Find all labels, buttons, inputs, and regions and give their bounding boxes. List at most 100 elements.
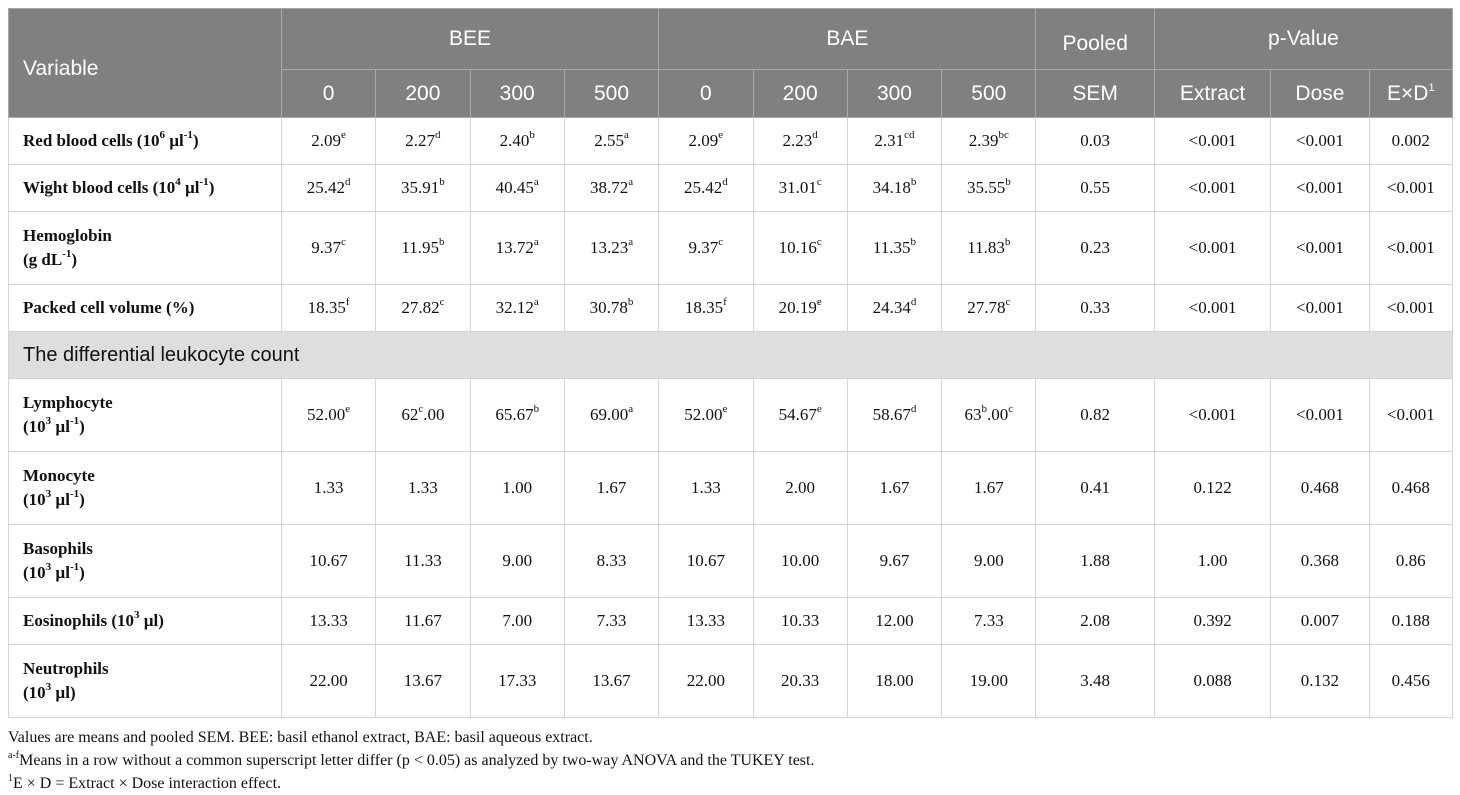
value-cell: 13.33 — [280, 597, 377, 645]
significance-letter: b — [1004, 236, 1011, 249]
value: 7.33 — [596, 611, 627, 630]
table-row: Red blood cells (106 µl-1) 2.09e 2.27d 2.40… — [8, 117, 1454, 165]
value: 13.23 — [589, 238, 629, 257]
value: 1.67 — [596, 478, 627, 497]
value-cell: 20.33 — [752, 644, 848, 718]
significance-letter: f — [723, 296, 727, 309]
table-header: Variable BEE BAE Pooled p-Value 0 200 30… — [8, 8, 1454, 118]
label-line2-end: ) — [71, 250, 78, 269]
significance-letter: a — [533, 296, 539, 309]
label-text: Neutrophils — [23, 659, 109, 678]
value: 2.09 — [688, 131, 719, 150]
table-row: Wight blood cells (104 µl-1) 25.42d 35.91b… — [8, 164, 1454, 212]
dose-cell: <0.001 — [1270, 164, 1370, 212]
value: 30.78 — [589, 298, 628, 317]
table-row: Packed cell volume (%) 18.35f 27.82c 32.12a… — [8, 284, 1454, 332]
label-text: Hemoglobin — [23, 226, 112, 245]
value-cell: 11.67 — [375, 597, 471, 645]
value-cell: 19.00 — [941, 644, 1037, 718]
dose-header: 500 — [941, 69, 1037, 118]
value: 35.91 — [401, 178, 440, 197]
significance-letter: a — [628, 236, 634, 249]
value-cell: 18.00 — [846, 644, 943, 718]
extract-cell: <0.001 — [1153, 117, 1272, 165]
value: 11.95 — [401, 238, 439, 257]
value: 10.67 — [309, 551, 348, 570]
value-cell: 12.00 — [846, 597, 943, 645]
significance-letter: c — [718, 236, 724, 249]
label-line2-sup: 3 — [45, 681, 52, 694]
label-text: Monocyte — [23, 466, 95, 485]
value-cell: 7.33 — [941, 597, 1037, 645]
significance-letter: f — [345, 296, 350, 309]
extract-cell: <0.001 — [1153, 284, 1272, 332]
value-cell: 18.35f — [658, 284, 754, 332]
value: 13.67 — [403, 671, 443, 690]
value-cell: 54.67e — [752, 378, 848, 452]
value-cell: 40.45a — [469, 164, 565, 212]
table-row: Basophils (103 µl-1) 10.67 11.33 9.00 8.33 10.… — [8, 524, 1454, 598]
significance-letter: b — [910, 236, 917, 249]
label-line2-end: ) — [79, 563, 85, 582]
value-cell: 9.37c — [280, 211, 377, 285]
label-end: ) — [208, 178, 215, 197]
bae-header: BAE — [658, 8, 1037, 70]
value-cell: 9.67 — [846, 524, 943, 598]
value-cell: 1.33 — [280, 451, 377, 525]
value: 27.78 — [967, 298, 1006, 317]
sem-cell: 0.03 — [1035, 117, 1155, 165]
label-line2: (10 — [23, 490, 46, 509]
dose-header: 200 — [752, 69, 848, 118]
significance-letter: a — [533, 176, 539, 189]
significance-letter: d — [344, 176, 351, 189]
label-text: Wight blood cells (10 — [23, 178, 176, 197]
dose-cell: <0.001 — [1270, 117, 1370, 165]
value-cell: 52.00e — [280, 378, 377, 452]
value: 25.42 — [683, 178, 723, 197]
label-line2-sup: 3 — [45, 415, 52, 428]
label-line2: (g dL — [23, 250, 63, 269]
variable-header: Variable — [8, 8, 282, 118]
dose-pvalue-header: Dose — [1270, 69, 1370, 118]
significance-letter: d — [910, 403, 917, 416]
significance-letter: b — [627, 296, 634, 309]
footnote-3-text: E × D = Extract × Dose interaction effec… — [13, 775, 282, 792]
significance-letter: a — [533, 236, 539, 249]
value: 9.37 — [311, 238, 341, 257]
label-line2: (10 — [23, 683, 46, 702]
row-label: Eosinophils (103 µl) — [8, 597, 282, 645]
value: 1.67 — [879, 478, 910, 497]
value: 7.00 — [502, 611, 533, 630]
label-sup: 6 — [159, 129, 165, 142]
value-cell: 62c.00 — [375, 378, 471, 452]
value-cell: 13.72a — [469, 211, 565, 285]
value: 13.33 — [309, 611, 348, 630]
extract-cell: <0.001 — [1153, 378, 1272, 452]
significance-letter: e — [345, 403, 351, 416]
value: 11.33 — [404, 551, 442, 570]
value: 65.67 — [495, 405, 534, 424]
bee-header: BEE — [280, 8, 660, 70]
value: 24.34 — [872, 298, 911, 317]
sem-cell: 1.88 — [1035, 524, 1155, 598]
value-cell: 38.72a — [563, 164, 660, 212]
value: 13.72 — [495, 238, 534, 257]
significance-letter: a — [623, 129, 629, 142]
significance-letter: e — [816, 296, 822, 309]
significance-letter: c — [341, 236, 346, 249]
value: 34.18 — [872, 178, 911, 197]
value-cell: 2.40b — [469, 117, 565, 165]
label-sup: 4 — [175, 176, 181, 189]
label-line2-unit: µl — [51, 490, 70, 509]
value-cell: 65.67b — [469, 378, 565, 452]
value-cell: 34.18b — [846, 164, 943, 212]
value: 13.33 — [686, 611, 725, 630]
table-footnotes: Values are means and pooled SEM. BEE: ba… — [8, 726, 1453, 795]
exd-cell: 0.456 — [1368, 644, 1454, 718]
value: 10.16 — [778, 238, 817, 257]
significance-letter: a — [628, 176, 634, 189]
value-cell: 2.27d — [375, 117, 471, 165]
significance-letter: e — [722, 403, 728, 416]
row-label: Wight blood cells (104 µl-1) — [8, 164, 282, 212]
value-cell: 2.09e — [658, 117, 754, 165]
